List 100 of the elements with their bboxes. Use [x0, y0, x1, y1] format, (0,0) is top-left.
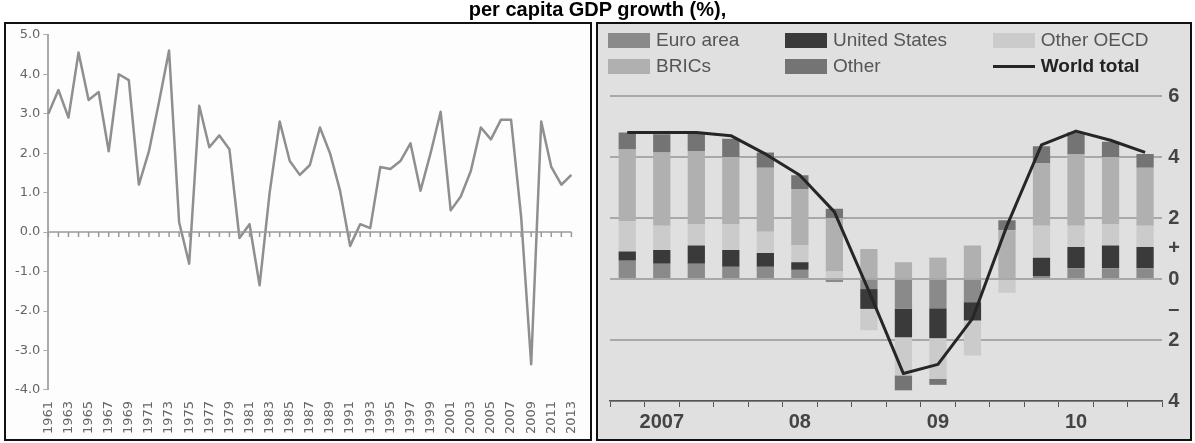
x-tick-label: 1977 [200, 400, 216, 435]
bar [1067, 268, 1085, 278]
x-tick-label: 2009 [522, 400, 538, 435]
legend-label: Euro area [656, 29, 740, 51]
bar [791, 269, 809, 278]
y-tick-label: 3.0 [19, 105, 41, 121]
bar [1032, 275, 1051, 278]
bar [1136, 268, 1154, 278]
bar [653, 263, 671, 278]
x-tick-label: 1965 [79, 400, 95, 435]
bar [756, 253, 774, 267]
y-tick-label: – [1168, 297, 1180, 320]
x-tick-label: 1997 [401, 400, 417, 435]
x-tick-label: 1985 [281, 400, 297, 435]
x-tick-label: 1989 [321, 400, 337, 435]
x-tick-label: 09 [926, 409, 950, 432]
bar [825, 271, 844, 278]
x-tick-label: 1995 [381, 400, 397, 435]
bar [756, 231, 774, 254]
bar [722, 224, 740, 251]
x-tick-label: 1981 [240, 400, 256, 435]
bar [1067, 132, 1085, 154]
y-tick-label: 4 [1168, 388, 1181, 411]
x-tick-label: 2005 [482, 400, 498, 435]
x-tick-label: 1987 [301, 400, 317, 435]
x-tick-label: 1963 [59, 400, 75, 435]
bar [1136, 225, 1154, 247]
bar [722, 266, 740, 278]
bar [687, 224, 705, 246]
bar [894, 308, 913, 338]
bar [929, 338, 947, 379]
bar [1101, 224, 1120, 246]
x-tick-label: 1961 [39, 400, 55, 435]
bar [756, 266, 774, 278]
x-tick-label: 1999 [421, 400, 437, 435]
y-tick-label: 2 [1168, 205, 1180, 228]
bar [1067, 246, 1085, 269]
bar [618, 260, 636, 278]
bar [963, 320, 982, 356]
y-tick-label: 2 [1168, 327, 1180, 350]
x-tick-label: 2007 [639, 409, 685, 432]
y-tick-label: 5.0 [19, 26, 41, 42]
bar [1136, 246, 1154, 269]
bar [722, 250, 740, 267]
x-tick-label: 2007 [502, 400, 518, 435]
bar [1067, 225, 1085, 247]
bar [1101, 141, 1120, 157]
y-tick-label: 2.0 [19, 144, 41, 160]
bar [963, 280, 982, 303]
x-tick-label: 08 [788, 409, 811, 432]
x-tick-label: 1967 [100, 400, 116, 435]
bar [653, 250, 671, 264]
x-tick-label: 1971 [140, 400, 156, 435]
y-tick-label: 0.0 [19, 223, 41, 239]
x-tick-label: 2011 [542, 400, 558, 435]
bar [1136, 153, 1154, 168]
y-tick-label: + [1168, 236, 1181, 259]
x-tick-label: 1973 [160, 400, 176, 435]
chart-title: per capita GDP growth (%), [467, 0, 728, 20]
bar [791, 262, 809, 270]
x-tick-label: 1991 [341, 400, 357, 435]
y-tick-label: -2.0 [14, 302, 41, 318]
bar [894, 280, 913, 309]
bar [825, 280, 844, 283]
x-tick-label: 2001 [442, 400, 458, 435]
y-tick-label: 4 [1168, 144, 1181, 167]
bar [998, 280, 1016, 293]
legend-label: Other [833, 55, 881, 77]
bar [1032, 225, 1051, 258]
bar [1101, 245, 1120, 269]
x-tick-label: 1975 [180, 400, 196, 435]
x-tick-label: 1969 [120, 400, 136, 435]
y-tick-label: 4.0 [19, 65, 41, 81]
x-tick-label: 1979 [220, 400, 236, 435]
bar [687, 245, 705, 264]
bar [1032, 257, 1051, 276]
x-tick-label: 1983 [261, 400, 277, 435]
legend-label: Other OECD [1040, 29, 1149, 51]
legend-label: World total [1040, 55, 1140, 77]
bar [791, 245, 809, 263]
bar [929, 308, 947, 339]
bar [618, 251, 636, 261]
legend-label: United States [833, 29, 948, 51]
bar [618, 221, 636, 252]
y-tick-label: 1.0 [19, 184, 41, 199]
y-tick-label: -4.0 [14, 381, 41, 397]
bar [929, 378, 947, 385]
legend-label: BRICs [656, 55, 711, 77]
y-tick-label: 0 [1168, 266, 1180, 289]
bar [929, 280, 947, 309]
bar [722, 138, 740, 157]
x-tick-label: 2003 [462, 400, 478, 435]
x-tick-label: 10 [1064, 409, 1088, 432]
x-tick-label: 2013 [562, 400, 578, 435]
bar [618, 132, 636, 150]
bar [1101, 268, 1120, 278]
y-tick-label: -3.0 [14, 341, 41, 357]
bar [894, 375, 913, 391]
y-tick-label: 6 [1168, 83, 1180, 106]
bar [653, 134, 671, 153]
